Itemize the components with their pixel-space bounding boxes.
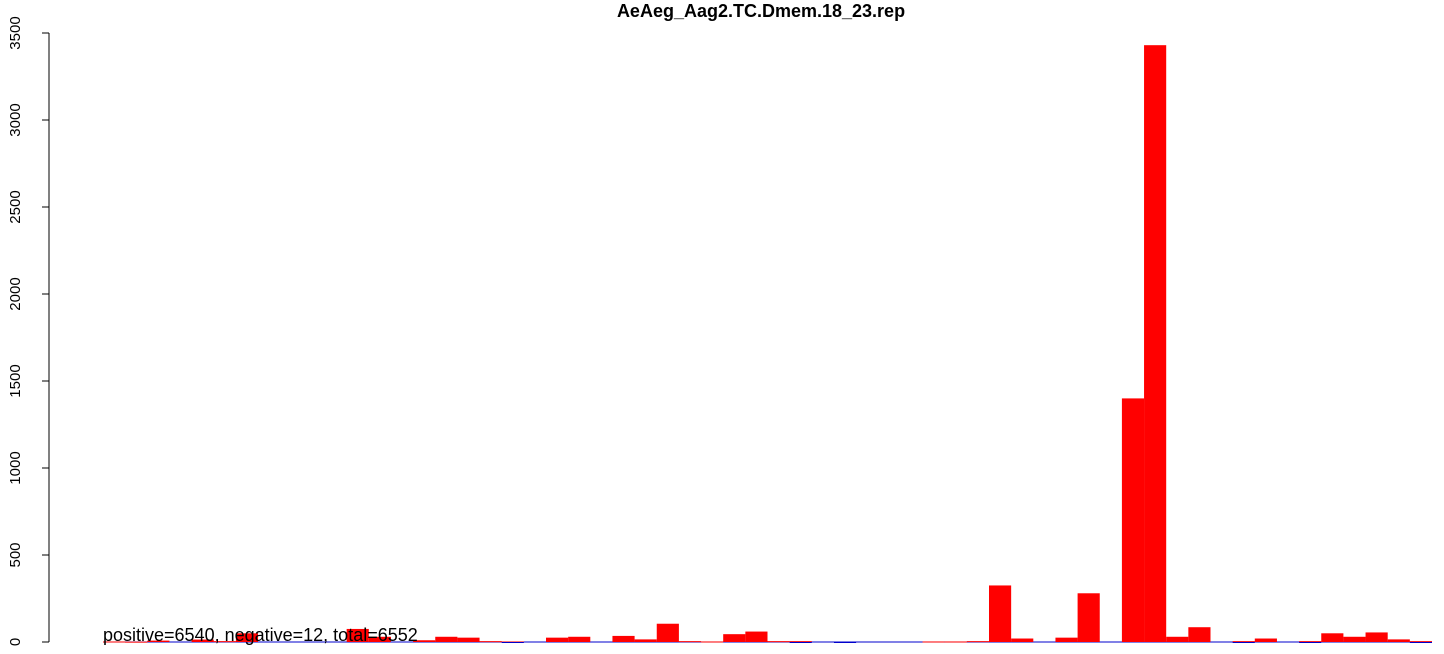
bar-positive	[1121, 398, 1145, 642]
bar-positive	[1188, 627, 1211, 642]
bar-positive	[612, 635, 635, 642]
bar-negative	[1232, 642, 1255, 643]
chart-title: AeAeg_Aag2.TC.Dmem.18_23.rep	[617, 1, 905, 21]
bar-positive	[213, 641, 236, 643]
y-tick-label: 500	[7, 542, 24, 567]
bar-positive	[1254, 638, 1277, 642]
bar-positive	[966, 641, 989, 643]
bar-positive	[723, 634, 746, 642]
bar-negative	[833, 642, 857, 643]
bar-positive	[767, 641, 790, 643]
bar-positive	[989, 585, 1012, 642]
y-tick-label: 0	[7, 638, 24, 646]
bar-positive	[1144, 45, 1167, 643]
bar-positive	[1166, 636, 1189, 642]
bar-positive	[546, 637, 569, 642]
bar-positive	[1055, 637, 1078, 642]
bar-positive	[413, 640, 436, 642]
y-tick-label: 2000	[7, 277, 24, 310]
y-axis: 0 500 1000 1500 2000 2500 3000 3500	[7, 16, 50, 646]
bar-negative	[1299, 642, 1322, 643]
bar-positive	[103, 641, 126, 643]
bar-positive	[789, 641, 812, 643]
bar-positive	[1321, 633, 1344, 642]
bar-positive	[1077, 593, 1100, 642]
bar-positive	[435, 636, 458, 642]
bar-negative	[501, 642, 524, 643]
bar-positive	[1232, 641, 1255, 643]
bar-positive	[656, 623, 679, 642]
bar-positive	[701, 641, 724, 643]
summary-annotation: positive=6540, negative=12, total=6552	[103, 625, 418, 645]
bar-negative	[1409, 642, 1432, 643]
bar-positive	[147, 640, 170, 642]
bar-positive	[568, 636, 591, 642]
y-tick-label: 1000	[7, 451, 24, 484]
bar-positive	[1387, 639, 1410, 642]
bar-negative	[789, 642, 812, 643]
bar-positive	[1011, 638, 1034, 642]
bar-positive	[1365, 632, 1388, 642]
bar-positive	[678, 641, 702, 643]
bar-positive	[1409, 641, 1432, 643]
bar-positive	[368, 636, 391, 642]
bar-positive	[1299, 641, 1322, 643]
y-tick-label: 1500	[7, 364, 24, 397]
bar-positive	[479, 641, 502, 643]
bar-positive	[125, 641, 148, 643]
bar-positive	[457, 637, 480, 642]
bar-positive	[745, 631, 768, 642]
bar-positive	[191, 639, 214, 642]
bar-positive	[634, 639, 657, 642]
bar-positive	[346, 628, 369, 642]
y-tick-label: 3500	[7, 16, 24, 49]
bar-positive	[1343, 636, 1366, 642]
bar-positive	[501, 641, 524, 643]
bar-positive	[922, 641, 945, 643]
bar-positive	[944, 641, 967, 643]
y-tick-label: 3000	[7, 103, 24, 136]
bar-positive	[235, 633, 259, 642]
y-tick-label: 2500	[7, 190, 24, 223]
bars	[103, 45, 1432, 643]
